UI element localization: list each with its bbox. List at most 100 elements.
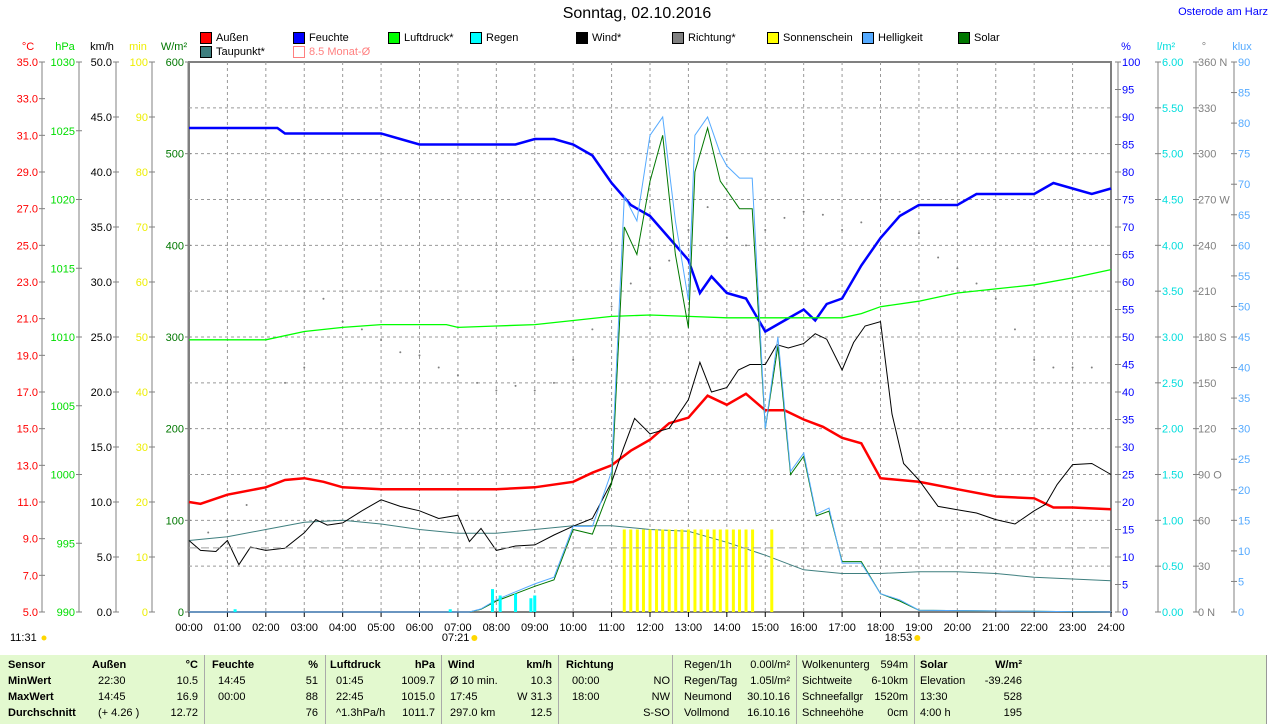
series-wind xyxy=(188,320,1112,566)
stats-cell: Luftdruck xyxy=(330,659,381,671)
bar-sonnenschein xyxy=(680,529,684,612)
axis-tick-label: 5.50 xyxy=(1162,103,1183,115)
stats-cell: Neumond xyxy=(684,691,732,703)
axis-tick-label: 20.0 xyxy=(91,387,112,399)
stats-cell: 14:45 xyxy=(98,691,126,703)
legend-label: 8.5 Monat-Ø xyxy=(309,46,371,58)
axis-tick-label: 330 xyxy=(1198,103,1216,115)
legend-swatch xyxy=(470,32,482,44)
bar-sonnenschein xyxy=(655,529,659,612)
direction-point xyxy=(341,320,344,323)
direction-point xyxy=(1033,358,1036,361)
axis-tick-label: 40.0 xyxy=(91,167,112,179)
axis-tick-label: 40 xyxy=(1122,387,1134,399)
axis-tick-label: 30 xyxy=(136,442,148,454)
axis-tick-label: 60 xyxy=(1238,240,1250,252)
stats-cell: Außen xyxy=(92,659,127,671)
stats-cell: 13:30 xyxy=(920,691,948,703)
legend-item: Feuchte xyxy=(293,32,349,44)
axis-tick-label: 5 xyxy=(1238,576,1244,588)
axis-tick-label: 20 xyxy=(1238,485,1250,497)
sun-icon xyxy=(471,635,478,641)
axis-tick-label: 4.50 xyxy=(1162,195,1183,207)
axis-tick-label: 75 xyxy=(1122,195,1134,207)
stats-cell: km/h xyxy=(526,659,552,671)
bar-sonnenschein xyxy=(770,529,774,612)
stats-cell: Richtung xyxy=(566,659,614,671)
stats-cell: 17:45 xyxy=(450,691,478,703)
bar-regen xyxy=(233,609,237,612)
direction-point xyxy=(975,282,978,285)
axis-tick-label: 1000 xyxy=(51,470,75,482)
x-tick-label: 21:00 xyxy=(982,622,1010,634)
series-helligkeit xyxy=(189,115,1112,613)
direction-point xyxy=(572,358,575,361)
axis-tick-label: 200 xyxy=(166,424,184,436)
x-tick-label: 11:00 xyxy=(598,622,625,634)
bar-regen xyxy=(514,593,518,612)
direction-point xyxy=(1110,351,1112,354)
direction-point xyxy=(649,267,651,270)
legend-label: Solar xyxy=(974,32,1000,44)
direction-point xyxy=(552,381,555,384)
axis-tick-label: 50.0 xyxy=(91,57,112,69)
stats-cell: 0cm xyxy=(887,707,908,719)
axis-tick-label: 31.0 xyxy=(17,130,38,142)
x-tick-label: 05:00 xyxy=(367,622,395,634)
axis-tick-label: 70 xyxy=(136,222,148,234)
x-tick-label: 16:00 xyxy=(790,622,818,634)
axis-tick-label: 240 xyxy=(1198,240,1216,252)
direction-point xyxy=(188,537,190,540)
legend-item: Helligkeit xyxy=(862,32,923,44)
bar-sonnenschein xyxy=(699,529,703,612)
legend-label: Luftdruck* xyxy=(404,32,454,44)
x-tick-label: 23:00 xyxy=(1059,622,1087,634)
axis-tick-label: 6.00 xyxy=(1162,57,1183,69)
legend-item: Luftdruck* xyxy=(388,32,454,44)
axis-tick-label: 80 xyxy=(1238,118,1250,130)
axis-tick-label: 0 xyxy=(1238,607,1244,619)
axis-tick-label: 75 xyxy=(1238,149,1250,161)
axis-tick-label: 7.0 xyxy=(23,570,38,582)
legend-swatch xyxy=(293,32,305,44)
stats-cell: 12.72 xyxy=(170,707,198,719)
direction-point xyxy=(322,297,325,300)
location-link[interactable]: Osterode am Harz xyxy=(1178,6,1268,18)
axis-unit-6: l/m² xyxy=(1157,41,1176,53)
stats-cell: 6-10km xyxy=(871,675,908,687)
x-tick-label: 20:00 xyxy=(944,622,972,634)
sunrise-label: 07:21 xyxy=(442,632,470,644)
axis-tick-label: 21.0 xyxy=(17,314,38,326)
direction-point xyxy=(821,213,824,216)
stats-cell: 00:00 xyxy=(572,675,600,687)
axis-unit-0: °C xyxy=(22,41,34,53)
direction-point xyxy=(687,229,690,232)
axis-tick-label: 11.0 xyxy=(17,497,38,509)
stats-cell: 22:45 xyxy=(336,691,364,703)
axis-tick-label: 9.0 xyxy=(23,534,38,546)
axis-tick-label: 210 xyxy=(1198,286,1216,298)
stats-cell: NO xyxy=(653,675,671,687)
legend-item: Richtung* xyxy=(672,32,736,44)
stats-cell: 0.00l/m² xyxy=(750,659,790,671)
axis-tick-label: 1.50 xyxy=(1162,470,1183,482)
axis-tick-label: 0 xyxy=(142,607,148,619)
stats-cell: Wind xyxy=(448,659,475,671)
series-luftdruck xyxy=(189,268,1112,341)
x-tick-label: 22:00 xyxy=(1020,622,1048,634)
axis-tick-label: 90 O xyxy=(1198,470,1222,482)
axis-tick-label: 3.00 xyxy=(1162,332,1183,344)
axis-tick-label: 300 xyxy=(166,332,184,344)
page-title: Sonntag, 02.10.2016 xyxy=(562,5,712,22)
direction-point xyxy=(802,210,805,213)
direction-point xyxy=(706,206,709,209)
axis-tick-label: 10 xyxy=(136,552,148,564)
axis-tick-label: 1020 xyxy=(51,195,75,207)
stats-cell: 14:45 xyxy=(218,675,246,687)
direction-point xyxy=(514,384,517,387)
direction-point xyxy=(1090,366,1093,369)
legend-label: Sonnenschein xyxy=(783,32,853,44)
axis-tick-label: 45.0 xyxy=(91,112,112,124)
direction-point xyxy=(898,210,901,213)
x-tick-label: 00:00 xyxy=(175,622,203,634)
